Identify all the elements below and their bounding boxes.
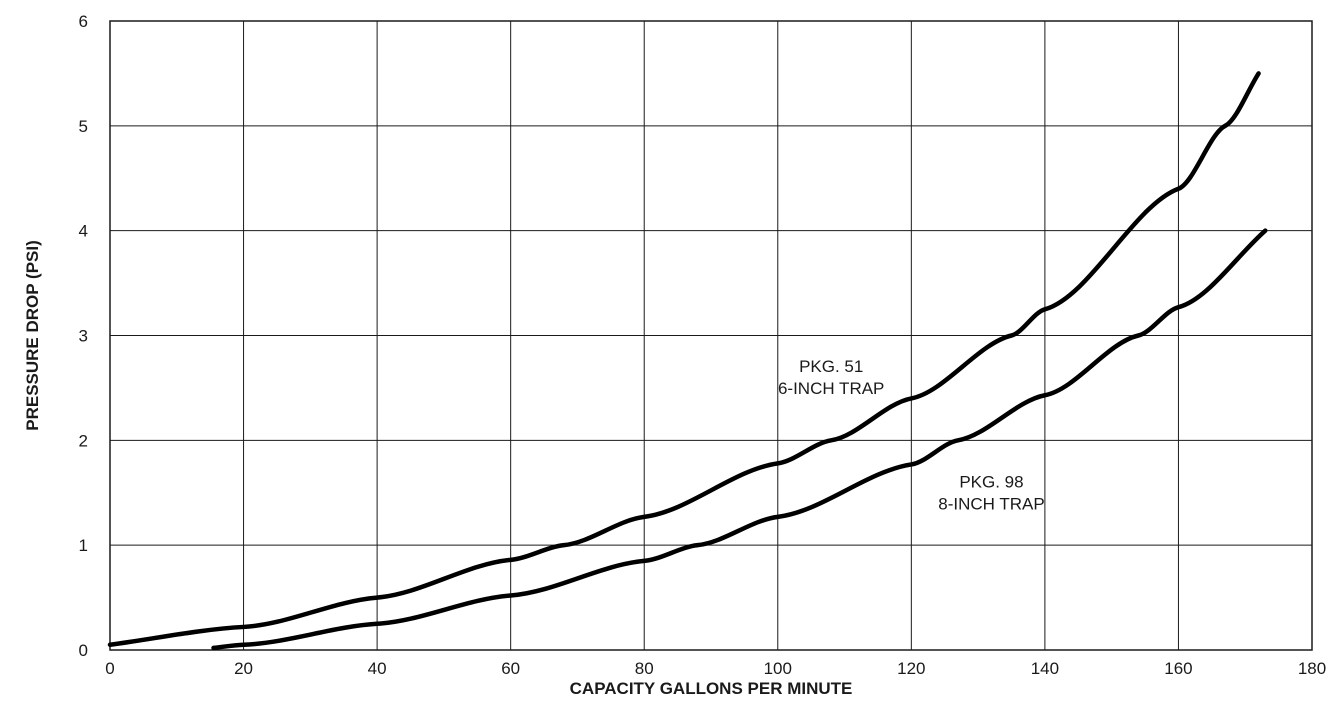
series-annotation-1: 6-INCH TRAP: [778, 379, 884, 398]
y-tick-label: 3: [79, 327, 88, 346]
x-tick-label: 40: [368, 659, 387, 678]
series-line-2: [211, 228, 1268, 651]
x-tick-label: 160: [1164, 659, 1192, 678]
x-tick-label: 0: [105, 659, 114, 678]
y-tick-label: 0: [79, 641, 88, 660]
y-axis-title: PRESSURE DROP (PSI): [23, 240, 42, 431]
y-tick-labels: 0 1 2 3 4 5 6: [79, 12, 88, 660]
y-tick-label: 5: [79, 117, 88, 136]
series-annotation-2: PKG. 98: [959, 473, 1023, 492]
y-tick-label: 6: [79, 12, 88, 31]
series-line-1: [107, 71, 1261, 648]
x-tick-labels: 0 20 40 60 80 100 120 140 160 180: [105, 659, 1326, 678]
x-tick-label: 60: [501, 659, 520, 678]
x-tick-label: 140: [1031, 659, 1059, 678]
x-axis-title: CAPACITY GALLONS PER MINUTE: [570, 679, 853, 698]
x-tick-label: 120: [897, 659, 925, 678]
y-tick-label: 4: [79, 222, 88, 241]
y-tick-label: 2: [79, 431, 88, 450]
x-tick-label: 80: [635, 659, 654, 678]
plot-frame: [109, 20, 1313, 651]
series-annotation-1: PKG. 51: [799, 357, 863, 376]
y-tick-label: 1: [79, 536, 88, 555]
grid-lines: [110, 21, 1312, 650]
series-annotation-2: 8-INCH TRAP: [938, 495, 1044, 514]
annotations: PKG. 51 6-INCH TRAP PKG. 98 8-INCH TRAP: [778, 357, 1045, 513]
x-tick-label: 100: [764, 659, 792, 678]
x-tick-label: 20: [234, 659, 253, 678]
series-layer: [107, 71, 1268, 651]
x-tick-label: 180: [1298, 659, 1326, 678]
